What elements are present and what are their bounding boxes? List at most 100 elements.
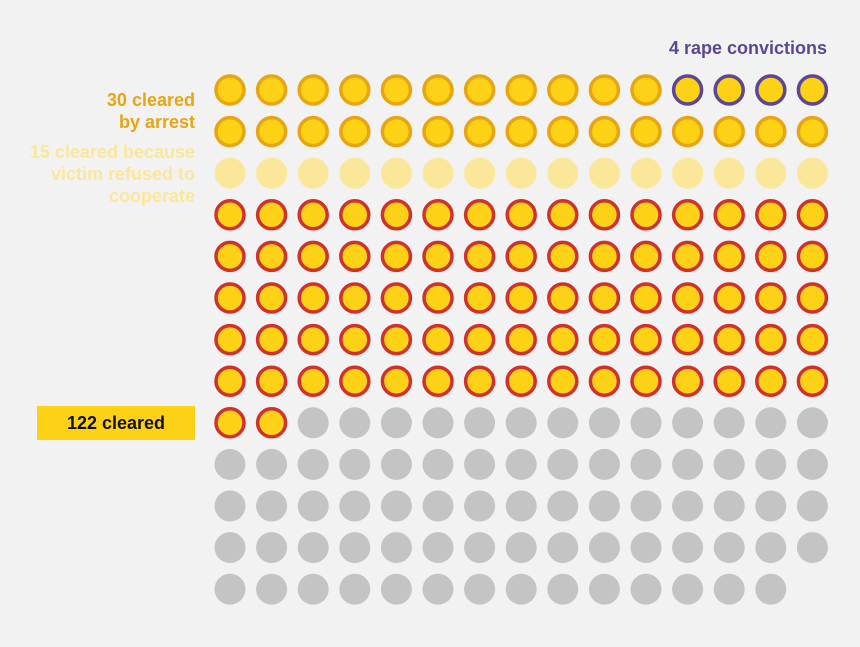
dot-not-cleared [297,532,329,564]
dot-cleared [463,240,496,273]
dot-cleared [713,240,745,273]
dot-not-cleared [547,532,579,564]
dot-cleared [422,365,454,397]
dot-not-cleared [547,490,579,522]
dot-not-cleared [339,532,371,564]
dot-not-cleared [339,490,371,522]
dot-cleared [588,323,621,356]
dot-cleared [297,240,329,273]
dot-not-cleared [464,490,496,522]
arrest-label: 30 cleared by arrest [0,89,195,133]
dot-cleared [547,323,579,356]
dot-cleared [713,282,745,314]
dot-cleared-victim-refused [464,157,496,189]
dot-cleared [380,199,413,231]
dot-not-cleared [755,573,787,605]
dot-not-cleared [256,532,288,564]
dot-cleared-by-arrest [255,74,288,106]
dot-cleared [297,282,329,314]
dot-cleared [380,240,413,273]
dot-not-cleared [547,407,579,439]
dot-cleared-by-arrest [339,115,371,148]
dot-cleared [547,282,579,314]
dot-not-cleared [755,448,787,480]
dot-not-cleared [380,490,412,522]
dot-not-cleared [339,573,371,605]
dot-not-cleared [588,573,620,605]
dot-not-cleared [214,448,246,480]
dot-cleared-by-arrest [796,115,829,148]
dot-cleared [255,365,288,397]
dot-cleared [214,240,246,273]
dot-cleared-victim-refused [755,157,787,189]
dot-not-cleared [505,532,537,564]
dot-cleared [630,240,662,273]
dot-cleared [463,323,496,356]
dot-cleared-victim-refused [214,157,246,189]
dot-not-cleared [297,407,329,439]
dot-not-cleared [339,448,371,480]
dot-cleared [339,240,371,273]
dot-cleared [339,365,371,397]
dot-not-cleared [630,407,662,439]
dot-rape-conviction [671,74,704,106]
dot-not-cleared [464,532,496,564]
dot-cleared [755,323,787,356]
dot-not-cleared [464,573,496,605]
dot-cleared [463,199,496,231]
dot-not-cleared [380,448,412,480]
dot-cleared [214,365,246,397]
dot-cleared [671,240,704,273]
dot-not-cleared [297,448,329,480]
refused-label-line-1: 15 cleared because [29,142,195,162]
dot-cleared [422,240,454,273]
dot-cleared-by-arrest [630,74,662,106]
dot-cleared-by-arrest [297,115,329,148]
dot-cleared-by-arrest [339,74,371,106]
dot-not-cleared [630,490,662,522]
dot-not-cleared [380,532,412,564]
dot-cleared [463,282,496,314]
dot-not-cleared [713,532,745,564]
dot-rape-conviction [755,74,787,106]
dot-not-cleared [630,448,662,480]
dot-rape-conviction [796,74,829,106]
dot-not-cleared [630,573,662,605]
dot-cleared [755,240,787,273]
dot-cleared [588,282,621,314]
dot-not-cleared [422,573,454,605]
dot-cleared-by-arrest [505,74,537,106]
dot-cleared [671,199,704,231]
dot-cleared [796,240,829,273]
dot-cleared [380,365,413,397]
dot-not-cleared [713,407,745,439]
dot-not-cleared [422,448,454,480]
dot-cleared [505,282,537,314]
dot-cleared [588,240,621,273]
dot-cleared [255,282,288,314]
dot-rape-conviction [713,74,745,106]
dot-not-cleared [588,448,620,480]
dot-cleared-victim-refused [297,157,329,189]
dot-not-cleared [547,448,579,480]
dot-cleared [796,282,829,314]
dot-cleared [547,240,579,273]
dot-cleared-by-arrest [755,115,787,148]
dot-cleared [630,323,662,356]
dot-cleared [588,365,621,397]
dot-cleared-victim-refused [380,157,412,189]
dot-not-cleared [256,448,288,480]
dot-not-cleared [713,448,745,480]
dot-cleared [422,199,454,231]
dot-cleared-by-arrest [422,115,454,148]
dot-cleared [505,240,537,273]
dot-cleared-victim-refused [672,157,704,189]
dot-cleared [505,323,537,356]
dot-not-cleared [796,448,828,480]
dot-not-cleared [796,490,828,522]
dot-not-cleared [256,490,288,522]
dot-not-cleared [214,490,246,522]
dot-cleared [339,323,371,356]
dot-cleared [713,323,745,356]
dot-cleared [214,282,246,314]
